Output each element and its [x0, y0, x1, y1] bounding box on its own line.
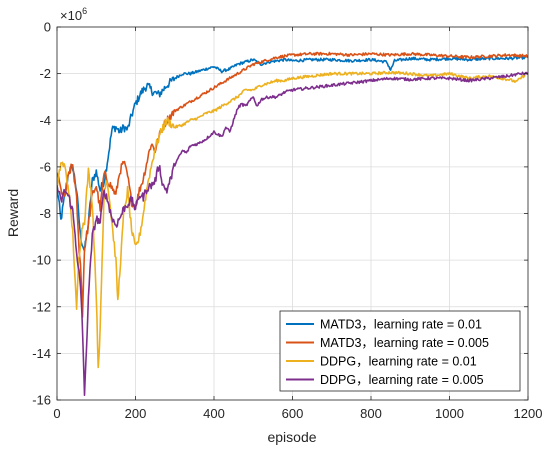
x-tick-label: 400	[203, 406, 225, 421]
series-layer	[57, 51, 528, 396]
y-tick-label: -2	[39, 66, 51, 81]
y-tick-label: -10	[32, 253, 51, 268]
y-tick-label: -4	[39, 113, 51, 128]
x-tick-label: 0	[53, 406, 60, 421]
y-tick-label: -6	[39, 159, 51, 174]
y-tick-labels: 0 -2 -4 -6 -8 -10 -12 -14 -16	[32, 20, 51, 408]
legend-box	[279, 310, 521, 392]
x-tick-label: 800	[360, 406, 382, 421]
series-line-2	[57, 70, 528, 369]
y-axis-label: Reward	[5, 189, 21, 237]
x-tick-label: 200	[125, 406, 147, 421]
series-line-0	[57, 55, 528, 252]
y-tick-label: -8	[39, 206, 51, 221]
x-tick-label: 1000	[435, 406, 464, 421]
y-tick-label: -12	[32, 299, 51, 314]
legend: MATD3，learning rate = 0.01 MATD3，learning…	[279, 310, 521, 392]
y-tick-label: -14	[32, 346, 51, 361]
x-tick-label: 600	[282, 406, 304, 421]
series-line-3	[57, 71, 528, 396]
legend-label-1: MATD3，learning rate = 0.005	[320, 336, 489, 350]
legend-label-0: MATD3，learning rate = 0.01	[320, 318, 482, 332]
x-tick-labels: 0 200 400 600 800 1000 1200	[53, 406, 542, 421]
x-tick-label: 1200	[514, 406, 543, 421]
y-tick-label: -16	[32, 393, 51, 408]
y-tick-label: 0	[44, 20, 51, 35]
legend-label-2: DDPG，learning rate = 0.01	[320, 355, 477, 369]
tick-marks	[56, 26, 529, 401]
x-axis-label: episode	[267, 429, 316, 445]
y-multiplier-label: ×106	[60, 6, 87, 23]
legend-label-3: DDPG，learning rate = 0.005	[320, 373, 484, 387]
